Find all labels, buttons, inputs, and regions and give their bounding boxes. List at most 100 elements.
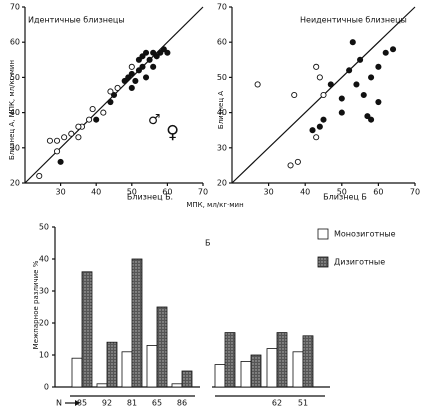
x-tick-label: 86: [177, 399, 187, 408]
y-tick-label: 50: [10, 73, 20, 82]
y-tick-label: 0: [44, 383, 49, 392]
y-label: Близнец А, МПК, мл/кг·мин: [8, 60, 16, 160]
bar: [131, 258, 143, 388]
point: [139, 53, 146, 60]
legend-label: Монозиготные: [334, 230, 396, 239]
point: [320, 91, 327, 99]
point: [164, 49, 171, 56]
y-tick-label: 20: [217, 179, 227, 188]
x-tick-label: 65: [152, 399, 162, 408]
x-tick-label: 92: [102, 399, 112, 408]
point: [128, 70, 135, 77]
point: [291, 91, 298, 99]
point: [346, 67, 353, 74]
y-tick-label: 70: [10, 3, 20, 12]
point: [125, 74, 132, 81]
bar: [171, 383, 183, 388]
x-tick-label: 62: [272, 399, 282, 408]
point: [86, 116, 93, 123]
point: [153, 53, 160, 60]
point: [320, 116, 327, 123]
point: [294, 158, 301, 165]
point: [389, 46, 397, 53]
x-tick-label: 40: [300, 188, 310, 197]
annotation: ♂: [148, 112, 161, 128]
y-tick-label: 70: [217, 3, 227, 12]
y-tick-label: 50: [39, 223, 49, 232]
y-tick-label: 40: [10, 108, 20, 117]
point: [36, 172, 43, 180]
point: [382, 49, 389, 56]
x-tick-label: 85: [77, 399, 87, 408]
bar: [156, 306, 168, 388]
arrow-head: [75, 400, 80, 406]
bar: [250, 354, 262, 388]
y-tick-label: 40: [39, 255, 49, 264]
point: [353, 81, 360, 88]
y-tick-label: 30: [39, 287, 49, 296]
point: [128, 63, 135, 70]
point: [61, 134, 68, 141]
point: [53, 137, 61, 144]
bar: [214, 364, 226, 388]
point: [128, 84, 135, 92]
x-label: Близнец Б: [323, 193, 367, 202]
point: [53, 148, 61, 155]
point: [157, 49, 164, 56]
y-tick-label: 10: [39, 351, 49, 360]
point: [121, 77, 128, 84]
x-tick-label: 50: [127, 188, 137, 197]
panel-label: Б: [205, 239, 211, 248]
bar: [71, 357, 83, 388]
point: [135, 67, 142, 74]
point: [360, 91, 367, 99]
bar: [96, 383, 108, 388]
x-tick-label: 70: [198, 188, 208, 197]
annotation: ♀: [166, 122, 179, 143]
y-tick-label: 30: [217, 143, 227, 152]
x-tick-label: 60: [373, 188, 383, 197]
point: [364, 113, 371, 120]
x-tick-label: 51: [298, 399, 308, 408]
point: [150, 49, 157, 56]
point: [160, 46, 167, 53]
point: [316, 123, 323, 130]
bar: [224, 332, 236, 388]
y-tick-label: 60: [10, 38, 20, 47]
bar: [81, 271, 93, 388]
point: [254, 81, 261, 88]
x-tick-label: 50: [337, 188, 347, 197]
point: [309, 127, 316, 134]
point: [46, 137, 53, 144]
point: [368, 116, 375, 123]
y-tick-label: 60: [217, 38, 227, 47]
x-tick-label: 60: [162, 188, 172, 197]
y-tick-label: 20: [10, 179, 20, 188]
point: [349, 39, 356, 46]
bar: [276, 332, 288, 388]
point: [142, 49, 150, 56]
bar: [146, 344, 158, 388]
point: [316, 74, 323, 81]
y-tick-label: 50: [217, 73, 227, 82]
point: [313, 134, 320, 141]
point: [357, 56, 364, 63]
point: [327, 81, 334, 88]
bar: [266, 348, 278, 388]
point: [114, 84, 121, 92]
point: [110, 91, 118, 99]
bar: [181, 370, 193, 388]
bar: [240, 360, 252, 388]
legend-swatch: [317, 256, 329, 268]
legend-swatch: [317, 228, 329, 240]
n-label: N: [56, 399, 62, 408]
x-unit: МПК, мл/кг·мин: [186, 201, 243, 209]
point: [135, 56, 142, 63]
title: Идентичные близнецы: [28, 16, 125, 25]
bar: [292, 351, 304, 388]
y-label: Межпарное различие %: [32, 260, 40, 349]
point: [287, 162, 294, 169]
x-label: Близнец Б.: [127, 193, 173, 202]
point: [142, 74, 150, 81]
